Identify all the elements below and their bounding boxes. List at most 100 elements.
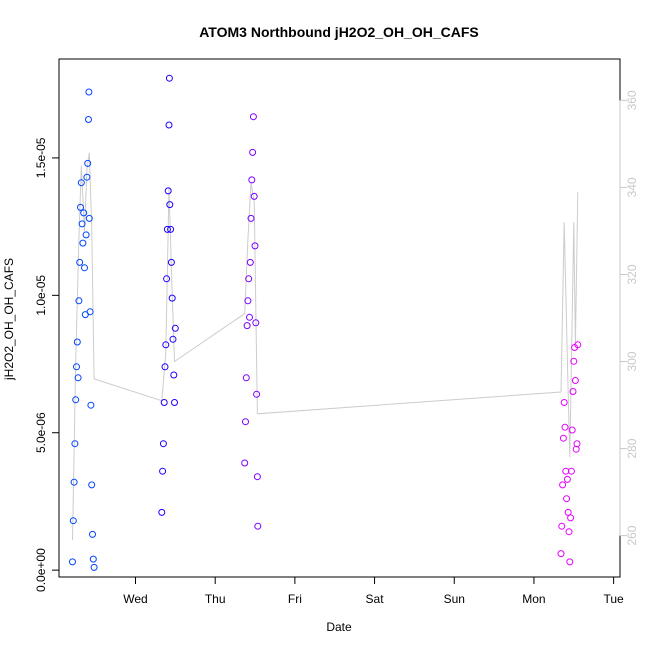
y-axis-label: jH2O2_OH_OH_CAFS: [2, 258, 16, 381]
data-point-2-17: [254, 522, 262, 530]
data-point-2-7: [246, 258, 254, 266]
data-point-2-5: [245, 275, 253, 283]
data-point-0-9: [76, 258, 84, 266]
data-point-1-8: [164, 187, 172, 195]
data-point-3-21: [574, 341, 582, 349]
x-tick-label: Sun: [444, 592, 465, 606]
data-point-0-0: [69, 558, 76, 566]
data-point-0-24: [87, 401, 95, 409]
data-point-0-8: [75, 297, 83, 305]
data-point-1-2: [159, 440, 167, 448]
data-point-1-7: [163, 225, 171, 233]
data-point-1-3: [160, 399, 168, 406]
y2-tick-label: 340: [625, 177, 639, 197]
data-point-0-19: [84, 159, 92, 167]
data-point-0-22: [85, 214, 93, 222]
data-point-1-16: [170, 371, 178, 379]
secondary-series-layer: [72, 152, 579, 541]
data-point-3-8: [563, 475, 571, 483]
data-point-0-26: [89, 530, 96, 538]
data-point-0-14: [80, 209, 88, 217]
y2-tick-label: 320: [625, 264, 639, 284]
y-tick-label: 0.0e+00: [34, 548, 48, 592]
data-point-0-4: [72, 396, 80, 404]
x-tick-label: Thu: [205, 592, 226, 606]
data-point-3-1: [558, 522, 566, 530]
data-point-3-4: [560, 399, 568, 406]
data-point-0-23: [86, 308, 94, 316]
data-point-0-2: [70, 478, 78, 486]
data-point-1-9: [165, 121, 173, 129]
x-tick-label: Fri: [288, 592, 302, 606]
data-point-2-3: [243, 322, 251, 330]
data-point-3-14: [568, 426, 576, 434]
y-tick-label: 1.5e-05: [34, 137, 48, 178]
data-point-2-0: [241, 459, 249, 467]
data-point-3-11: [566, 558, 574, 566]
data-point-2-2: [242, 374, 250, 382]
data-point-1-5: [162, 341, 170, 349]
data-point-2-14: [252, 319, 260, 327]
data-point-0-11: [77, 179, 85, 187]
data-point-3-10: [565, 528, 573, 536]
x-tick-label: Wed: [123, 592, 147, 606]
data-point-1-4: [161, 363, 169, 371]
x-axis-label: Date: [326, 620, 352, 634]
data-point-2-15: [253, 390, 261, 398]
data-point-3-0: [557, 550, 565, 558]
data-point-0-1: [69, 517, 77, 525]
y-tick-label: 5.0e-06: [34, 412, 48, 453]
data-point-0-27: [89, 555, 97, 563]
chart-title: ATOM3 Northbound jH2O2_OH_OH_CAFS: [199, 24, 479, 40]
data-point-0-7: [74, 374, 82, 382]
data-point-2-12: [250, 192, 258, 200]
data-point-3-12: [567, 514, 575, 522]
axes-layer: Wed Thu Fri Sat Sun Mon Tue 0.0e+00 5.0e-06 1.0e-…: [34, 90, 639, 606]
data-point-2-13: [251, 242, 259, 250]
data-point-1-11: [166, 201, 174, 209]
data-point-0-12: [78, 220, 86, 228]
data-point-1-17: [171, 399, 178, 406]
y2-tick-label: 300: [625, 351, 639, 371]
data-point-1-18: [171, 324, 179, 332]
data-point-1-15: [169, 335, 177, 343]
data-point-2-8: [247, 214, 255, 222]
data-point-3-5: [561, 423, 569, 431]
data-point-3-13: [567, 467, 575, 475]
data-point-2-1: [242, 418, 249, 426]
x-tick-label: Tue: [604, 592, 625, 606]
data-point-0-13: [79, 239, 87, 247]
data-point-2-10: [249, 148, 257, 156]
x-tick-label: Mon: [522, 592, 545, 606]
data-point-0-6: [73, 338, 81, 346]
data-point-2-6: [246, 313, 253, 321]
data-point-0-17: [82, 231, 90, 239]
data-point-3-7: [563, 495, 571, 503]
x-tick-label: Sat: [366, 592, 385, 606]
data-point-0-5: [73, 363, 80, 371]
data-point-2-4: [244, 297, 252, 305]
data-point-3-18: [571, 377, 579, 384]
data-point-1-13: [167, 258, 175, 266]
data-point-3-20: [573, 440, 581, 448]
data-point-3-15: [569, 388, 577, 395]
data-point-3-3: [559, 434, 567, 442]
data-point-1-12: [167, 225, 175, 233]
data-point-1-14: [168, 294, 176, 302]
data-point-1-1: [159, 467, 167, 475]
data-point-2-11: [249, 113, 257, 121]
data-point-0-10: [77, 203, 84, 211]
data-point-0-28: [90, 563, 98, 571]
data-point-0-3: [71, 440, 79, 448]
data-point-0-25: [88, 481, 96, 489]
y2-tick-label: 260: [625, 525, 639, 545]
y2-tick-label: 280: [625, 438, 639, 458]
data-point-2-16: [253, 473, 261, 481]
secondary-series-line: [72, 152, 579, 541]
data-point-3-16: [570, 357, 578, 365]
data-point-3-2: [559, 481, 567, 489]
data-point-0-15: [81, 264, 88, 272]
y2-tick-label: 360: [625, 90, 639, 110]
data-point-0-18: [83, 173, 91, 181]
